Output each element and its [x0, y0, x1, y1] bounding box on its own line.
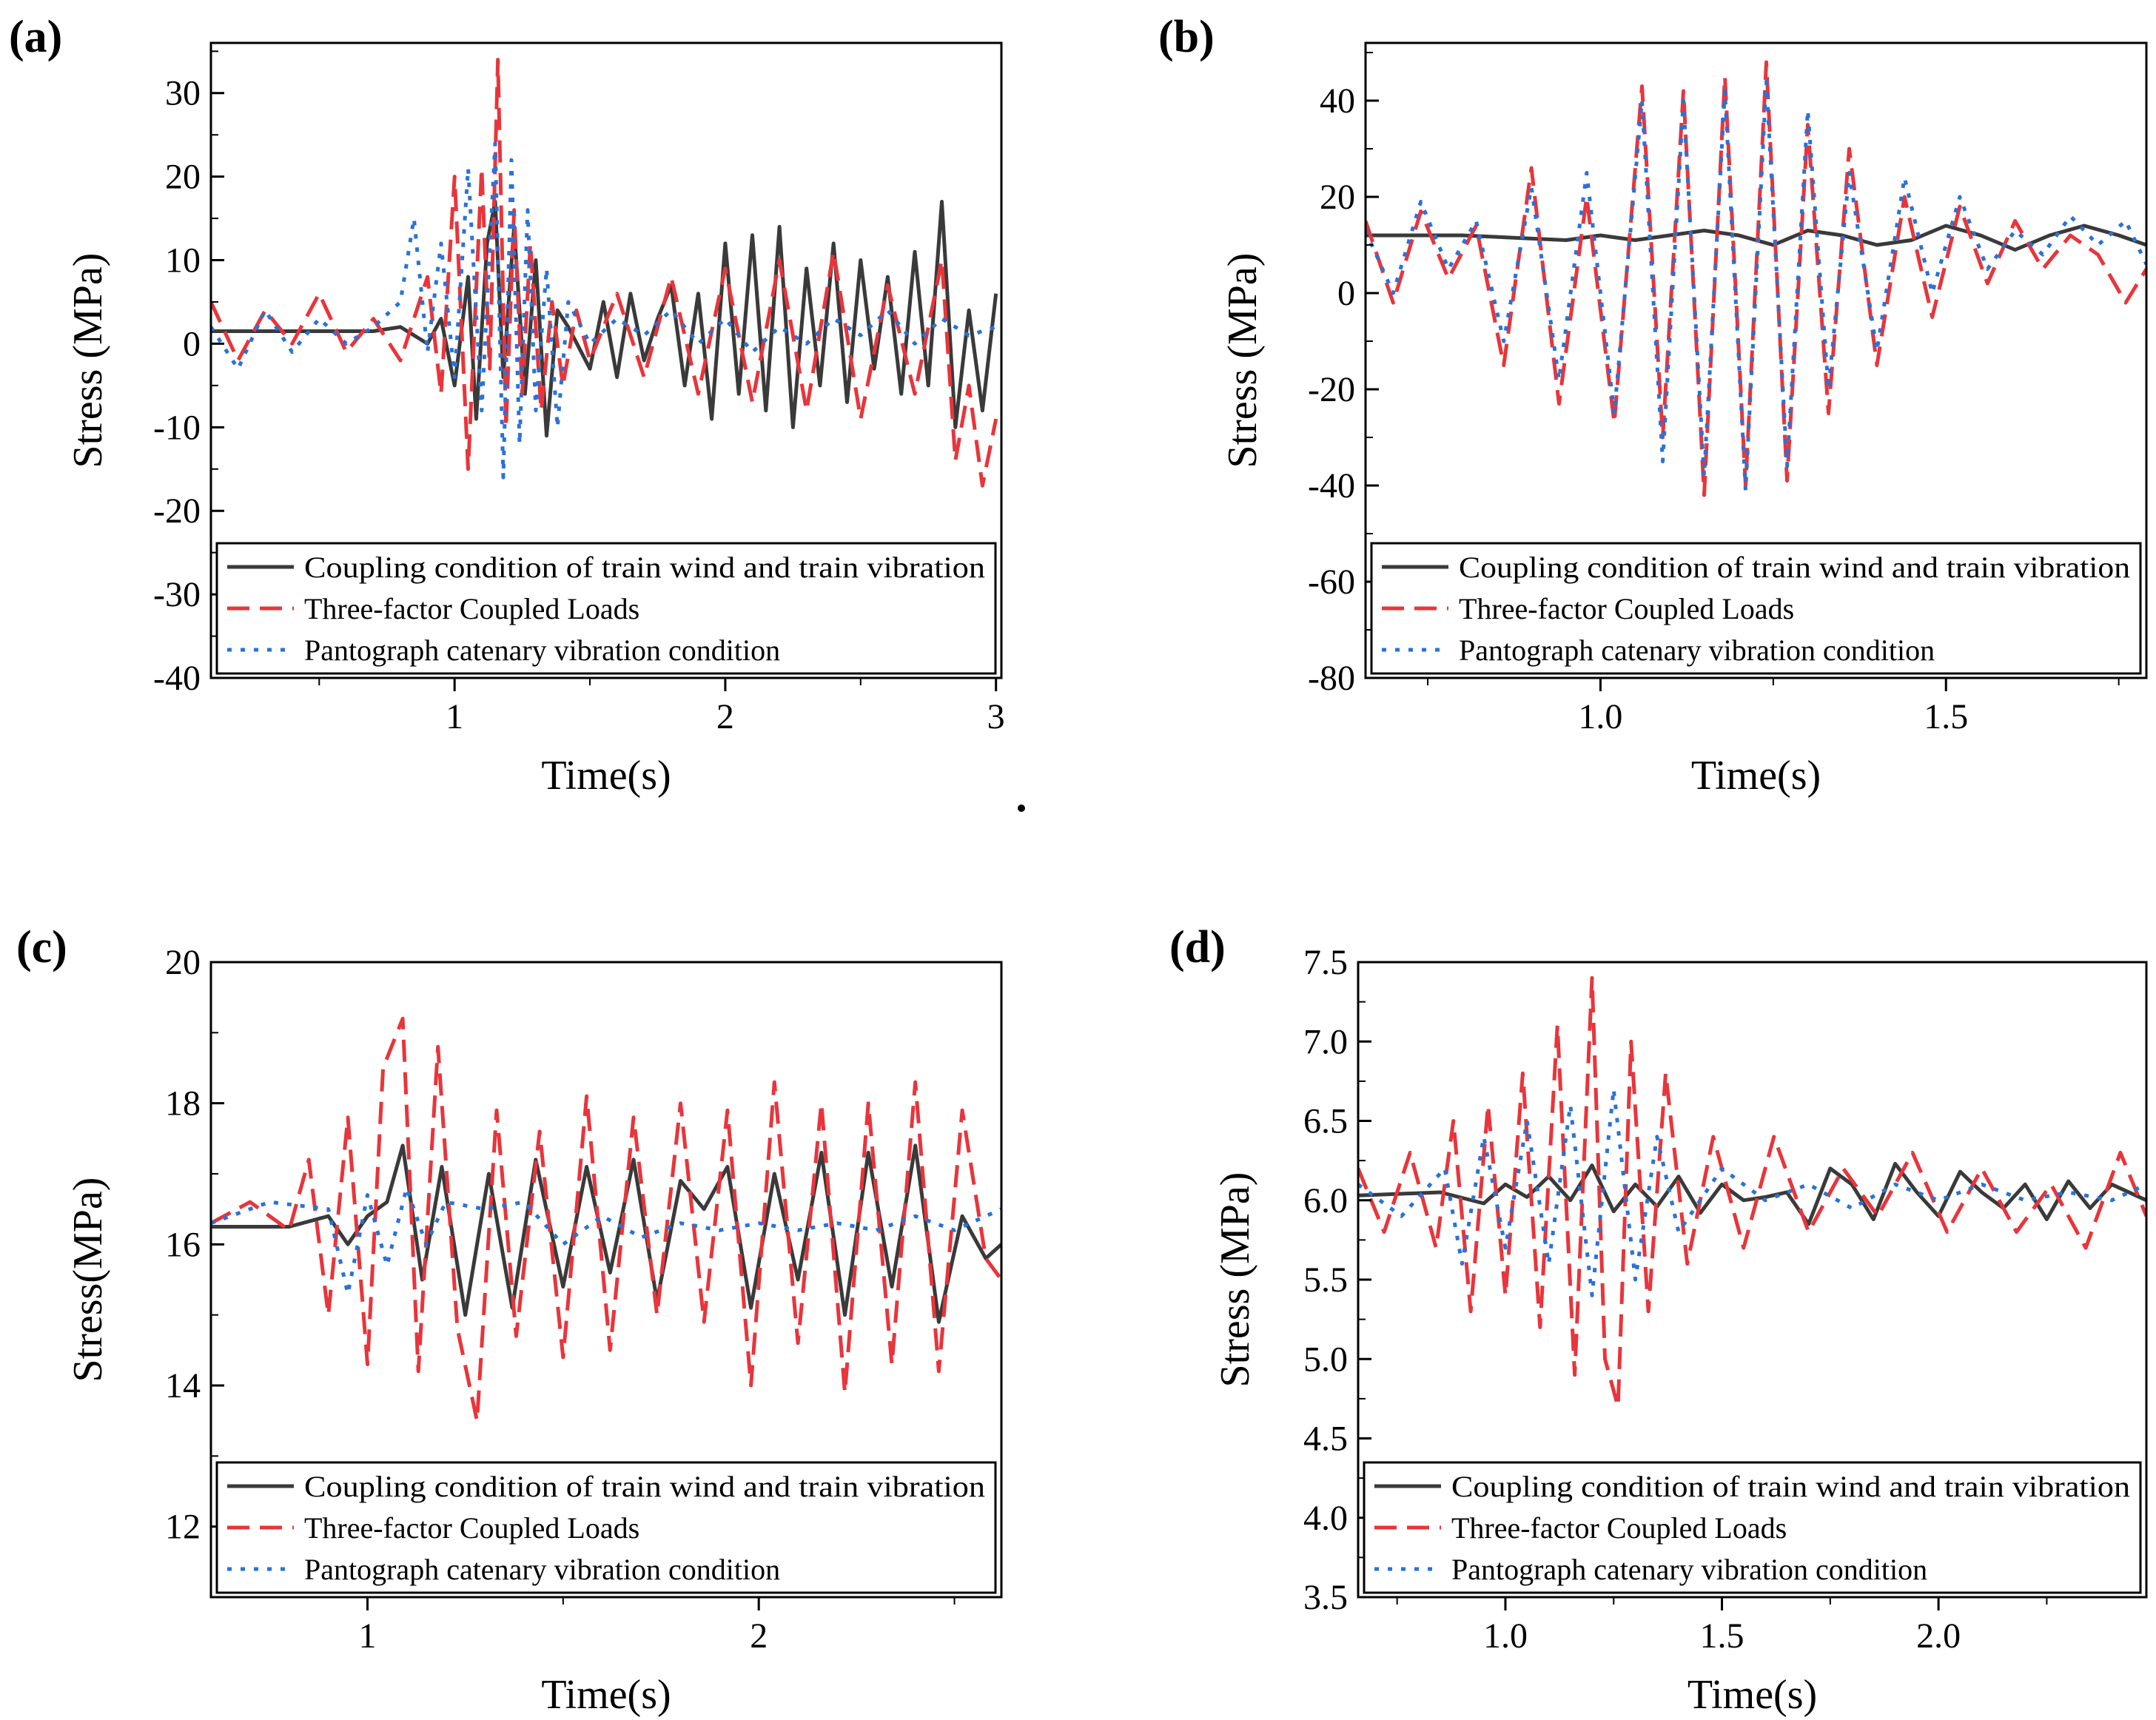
series-line-pantograph-catenary: [211, 1186, 1001, 1296]
plot-frame: [1364, 41, 2148, 679]
legend-box: [1363, 1461, 2142, 1594]
x-axis-title: Time(s): [541, 1672, 671, 1718]
y-tick-label: -40: [1308, 466, 1355, 505]
legend-label: Pantograph catenary vibration condition: [1451, 1553, 1927, 1586]
y-tick-label: 20: [165, 943, 201, 982]
panel-label: (c): [16, 922, 67, 972]
y-tick-label: 5.5: [1303, 1260, 1348, 1300]
y-tick-label: 0: [1337, 274, 1355, 313]
y-tick-label: -10: [153, 408, 201, 447]
legend-label: Coupling condition of train wind and tra…: [1459, 551, 2130, 584]
y-tick-label: 10: [165, 241, 201, 280]
y-tick-label: -30: [153, 575, 201, 614]
y-axis-title: Stress (MPa): [1220, 253, 1266, 468]
y-axis-title: Stress (MPa): [1212, 1172, 1258, 1388]
series-line-pantograph-catenary: [211, 141, 997, 480]
y-tick-label: 40: [1320, 81, 1355, 121]
series-line-three-factor: [211, 1016, 1001, 1423]
legend: Coupling condition of train wind and tra…: [1370, 542, 2142, 675]
y-tick-label: -20: [1308, 370, 1355, 409]
y-tick-label: 18: [165, 1084, 201, 1123]
y-tick-label: 4.0: [1303, 1499, 1348, 1538]
legend-label: Three-factor Coupled Loads: [1451, 1511, 1787, 1545]
series-line-pantograph-catenary: [1358, 1087, 2146, 1297]
panel-label: (a): [9, 12, 62, 62]
y-tick-label: -20: [153, 491, 201, 531]
y-tick-label: -40: [153, 659, 201, 698]
legend-label: Three-factor Coupled Loads: [304, 1511, 639, 1545]
x-tick-label: 3: [987, 697, 1005, 736]
legend-box: [1370, 542, 2142, 675]
chart-panel-d: (d) 3.5 4.0 4.5 5.0 5.5 6.0 6.5 7.0 7.5 1.0 1.5 2.0 T…: [1169, 922, 2148, 1718]
x-tick-label: 1: [358, 1616, 376, 1656]
series-line-pantograph-catenary: [1366, 79, 2146, 492]
series-line-coupling-wind-vibration: [1366, 224, 2146, 252]
chart-panel-a: (a) -40 -30 -20 -10 0 10 20 30 1 2 3 Time(s) Stress (…: [9, 12, 1005, 799]
legend-box: [215, 1461, 997, 1594]
x-tick-label: 2: [716, 697, 734, 736]
series-line-three-factor: [211, 58, 998, 488]
x-tick-label: 1: [446, 697, 463, 736]
x-tick-label: 2: [750, 1616, 768, 1656]
x-tick-label: 2.0: [1916, 1616, 1961, 1656]
series-line-coupling-wind-vibration: [211, 200, 998, 438]
x-tick-label: 1.5: [1924, 697, 1968, 736]
x-axis-title: Time(s): [1691, 753, 1821, 799]
y-tick-label: 0: [183, 324, 201, 363]
legend-label: Three-factor Coupled Loads: [1459, 592, 1794, 625]
legend-label: Coupling condition of train wind and tra…: [304, 551, 985, 584]
panel-label: (b): [1158, 12, 1215, 62]
chart-panel-b: (b) -80 -60 -40 -20 0 20 40 1.0 1.5 Time(s) Stress …: [1158, 12, 2148, 799]
legend-box: [215, 542, 997, 675]
legend-label: Coupling condition of train wind and tra…: [1451, 1470, 2130, 1503]
y-axis-title: Stress (MPa): [65, 253, 111, 468]
y-tick-label: -60: [1308, 562, 1355, 602]
legend-label: Pantograph catenary vibration condition: [304, 1553, 780, 1586]
legend: Coupling condition of train wind and tra…: [215, 542, 997, 675]
y-tick-label: 6.5: [1303, 1102, 1348, 1141]
plot-frame: [209, 961, 1003, 1599]
y-tick-label: 20: [165, 158, 201, 197]
legend-label: Pantograph catenary vibration condition: [304, 634, 780, 667]
y-tick-label: -80: [1308, 659, 1355, 698]
legend-label: Three-factor Coupled Loads: [304, 592, 639, 625]
y-tick-label: 16: [165, 1225, 201, 1264]
x-axis-title: Time(s): [1687, 1672, 1817, 1718]
panel-label: (d): [1169, 922, 1226, 972]
stray-dot: [1018, 804, 1025, 812]
y-tick-label: 7.5: [1303, 943, 1348, 982]
y-tick-label: 30: [165, 74, 201, 113]
legend-label: Pantograph catenary vibration condition: [1459, 634, 1935, 667]
x-tick-label: 1.5: [1700, 1616, 1744, 1656]
y-axis-title: Stress(MPa): [65, 1178, 111, 1383]
y-tick-label: 20: [1320, 178, 1355, 217]
legend: Coupling condition of train wind and tra…: [215, 1461, 997, 1594]
series-line-coupling-wind-vibration: [1358, 1161, 2146, 1226]
x-tick-label: 1.0: [1578, 697, 1622, 736]
series-line-three-factor: [1366, 60, 2146, 497]
plot-frame: [209, 41, 1003, 679]
y-tick-label: 4.5: [1303, 1420, 1348, 1459]
y-tick-label: 14: [165, 1366, 201, 1405]
y-tick-label: 12: [165, 1508, 201, 1547]
series-group: [211, 58, 998, 488]
y-tick-label: 3.5: [1303, 1578, 1348, 1617]
series-group: [1366, 60, 2146, 497]
legend: Coupling condition of train wind and tra…: [1363, 1461, 2142, 1594]
y-tick-label: 5.0: [1303, 1340, 1348, 1379]
x-axis-title: Time(s): [541, 753, 671, 799]
x-tick-label: 1.0: [1483, 1616, 1528, 1656]
series-group: [211, 1016, 1001, 1423]
y-tick-label: 7.0: [1303, 1022, 1348, 1061]
y-tick-label: 6.0: [1303, 1181, 1348, 1220]
legend-label: Coupling condition of train wind and tra…: [304, 1470, 985, 1503]
series-group: [1358, 975, 2146, 1409]
